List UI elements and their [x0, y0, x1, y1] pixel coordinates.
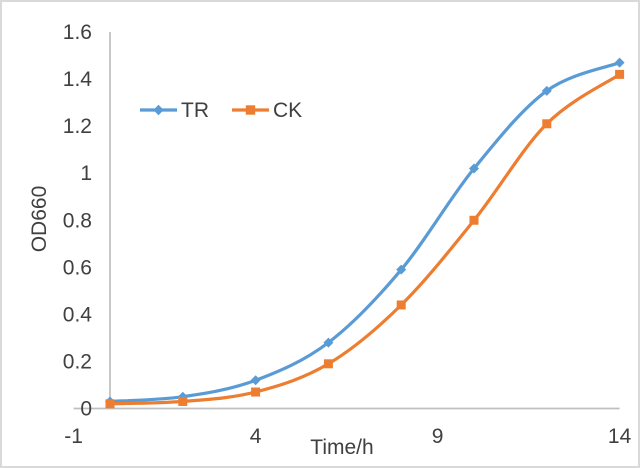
y-axis-tick-label: 1 [80, 162, 92, 185]
tr-data-marker [614, 57, 625, 68]
tr-series-line [108, 61, 622, 404]
x-axis-title: Time/h [310, 436, 373, 459]
ck-data-marker [396, 300, 406, 310]
ck-legend-marker-icon [245, 105, 256, 115]
ck-series-line [108, 72, 622, 406]
legend-label-tr: TR [181, 99, 209, 122]
ck-data-marker [615, 69, 625, 79]
x-axis-tick-label: 9 [432, 425, 444, 448]
y-axis-tick-label: 0.4 [63, 303, 93, 326]
y-axis-tick-label: 0.2 [63, 350, 92, 373]
y-axis-title: OD660 [28, 186, 51, 253]
y-axis-tick-label: 1.2 [63, 115, 92, 138]
tr-data-marker [323, 337, 334, 348]
tr-legend-marker-icon [153, 104, 164, 116]
y-axis-tick-label: 1.4 [63, 68, 93, 91]
y-axis-tick-label: 0 [80, 398, 92, 421]
y-axis-tick-label: 0.6 [63, 256, 92, 279]
ck-data-marker [178, 396, 188, 406]
tr-data-marker [541, 85, 552, 96]
x-axis-tick-label: 14 [608, 425, 632, 448]
tr-data-marker [396, 264, 407, 275]
ck-data-marker [469, 215, 479, 225]
legend: TR CK [140, 99, 302, 122]
ck-data-marker [105, 399, 115, 409]
y-axis-tick-label: 0.8 [63, 209, 92, 232]
legend-item-tr: TR [140, 99, 209, 122]
legend-item-ck: CK [232, 99, 302, 122]
tr-data-marker [250, 375, 261, 386]
ck-data-marker [251, 387, 261, 397]
x-axis-tick-label: 4 [250, 425, 262, 448]
y-axis-tick-label: 1.6 [63, 21, 92, 44]
x-axis-tick-label: -1 [64, 425, 83, 448]
tr-data-marker [469, 163, 479, 174]
ck-data-marker [542, 119, 552, 129]
ck-data-marker [323, 359, 333, 369]
legend-label-ck: CK [273, 99, 302, 122]
